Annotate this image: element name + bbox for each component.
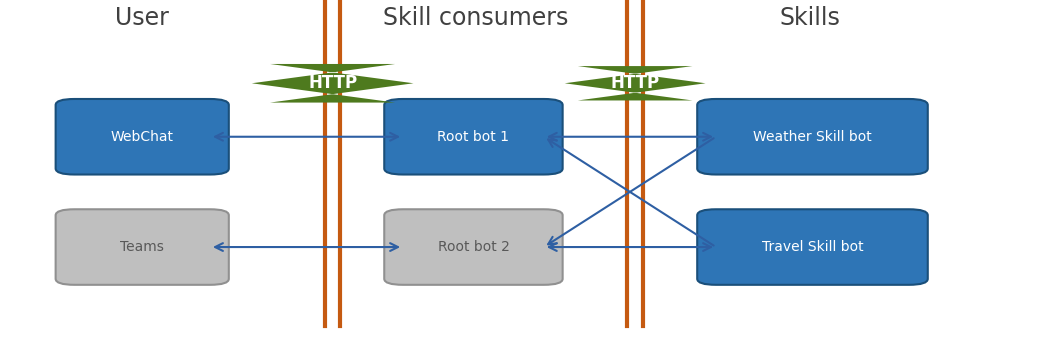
FancyBboxPatch shape — [698, 99, 928, 175]
Text: Skills: Skills — [779, 6, 840, 30]
Polygon shape — [565, 66, 706, 100]
Text: HTTP: HTTP — [611, 74, 660, 92]
Text: User: User — [115, 6, 169, 30]
Text: Travel Skill bot: Travel Skill bot — [761, 240, 863, 254]
Text: HTTP: HTTP — [309, 74, 357, 92]
FancyBboxPatch shape — [384, 209, 563, 285]
FancyBboxPatch shape — [55, 209, 229, 285]
Text: Skill consumers: Skill consumers — [384, 6, 569, 30]
FancyBboxPatch shape — [384, 99, 563, 175]
Text: Weather Skill bot: Weather Skill bot — [753, 130, 872, 144]
FancyBboxPatch shape — [55, 99, 229, 175]
Text: Root bot 2: Root bot 2 — [437, 240, 509, 254]
Text: Teams: Teams — [120, 240, 164, 254]
FancyBboxPatch shape — [698, 209, 928, 285]
Polygon shape — [252, 64, 413, 102]
Text: WebChat: WebChat — [111, 130, 174, 144]
Text: Root bot 1: Root bot 1 — [437, 130, 509, 144]
